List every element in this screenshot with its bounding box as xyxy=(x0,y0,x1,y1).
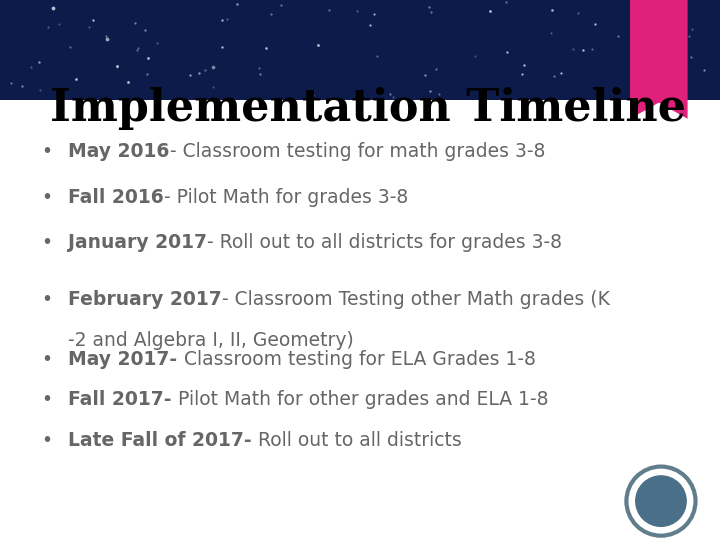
Text: - Classroom Testing other Math grades (K: - Classroom Testing other Math grades (K xyxy=(222,290,610,309)
Text: -2 and Algebra I, II, Geometry): -2 and Algebra I, II, Geometry) xyxy=(68,330,354,350)
Text: May 2017-: May 2017- xyxy=(68,349,178,369)
Ellipse shape xyxy=(635,475,687,527)
Text: •: • xyxy=(41,141,53,161)
Text: •: • xyxy=(41,233,53,253)
Text: •: • xyxy=(41,290,53,309)
Text: - Classroom testing for math grades 3-8: - Classroom testing for math grades 3-8 xyxy=(170,141,545,161)
Polygon shape xyxy=(630,0,688,119)
Text: •: • xyxy=(41,390,53,409)
Text: •: • xyxy=(41,187,53,207)
Text: May 2016: May 2016 xyxy=(68,141,170,161)
Text: Implementation Timeline: Implementation Timeline xyxy=(50,86,686,130)
Text: - Roll out to all districts for grades 3-8: - Roll out to all districts for grades 3… xyxy=(207,233,562,253)
Text: Classroom testing for ELA Grades 1-8: Classroom testing for ELA Grades 1-8 xyxy=(178,349,536,369)
Text: •: • xyxy=(41,349,53,369)
Text: •: • xyxy=(41,430,53,450)
Text: Pilot Math for other grades and ELA 1-8: Pilot Math for other grades and ELA 1-8 xyxy=(172,390,549,409)
Bar xyxy=(0,0,720,100)
Text: - Pilot Math for grades 3-8: - Pilot Math for grades 3-8 xyxy=(164,187,408,207)
Text: Roll out to all districts: Roll out to all districts xyxy=(252,430,462,450)
Text: Fall 2016: Fall 2016 xyxy=(68,187,164,207)
Text: Fall 2017-: Fall 2017- xyxy=(68,390,172,409)
Text: January 2017: January 2017 xyxy=(68,233,207,253)
Text: February 2017: February 2017 xyxy=(68,290,222,309)
Text: Late Fall of 2017-: Late Fall of 2017- xyxy=(68,430,252,450)
